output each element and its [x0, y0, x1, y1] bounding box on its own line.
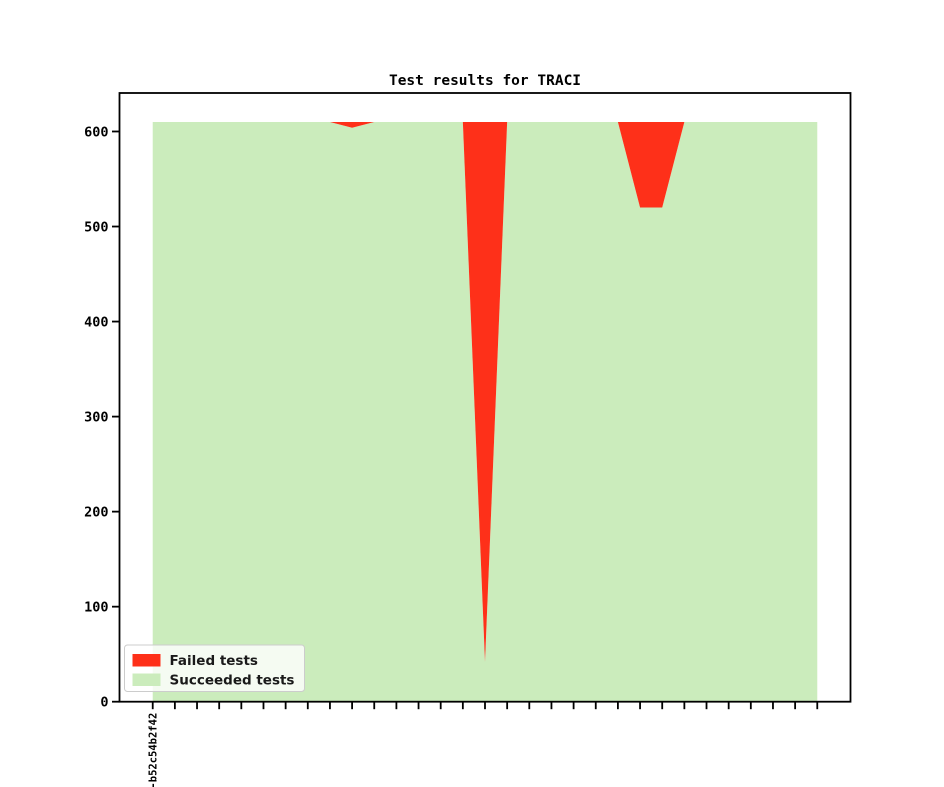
y-tick-label: 400: [84, 314, 108, 330]
y-tick-label: 200: [84, 504, 108, 520]
succeeded-area: [152, 121, 818, 702]
legend-entry-label: Succeeded tests: [170, 673, 295, 689]
y-tick-label: 600: [84, 124, 108, 140]
y-tick-label: 100: [84, 599, 108, 615]
y-tick-label: 300: [84, 409, 108, 425]
x-tick-label: -b52c54b2f42: [148, 713, 160, 787]
plot-border: [118, 92, 852, 703]
legend: Failed tests Succeeded tests: [124, 644, 305, 692]
y-tick-label: 500: [84, 219, 108, 235]
failed-area: [329, 121, 375, 128]
legend-entry-label: Failed tests: [170, 653, 258, 669]
legend-box: [124, 644, 305, 692]
area-layers: [152, 121, 818, 702]
chart-title: Test results for TRACI: [389, 73, 581, 89]
failed-area: [617, 121, 685, 208]
y-tick-label: 0: [100, 695, 108, 711]
legend-swatch: [132, 673, 161, 686]
failed-area: [462, 121, 508, 662]
axes-layer: 0 100 200 300 400 500 600 -b52c54b2f42: [84, 124, 819, 787]
legend-swatch: [132, 654, 161, 667]
